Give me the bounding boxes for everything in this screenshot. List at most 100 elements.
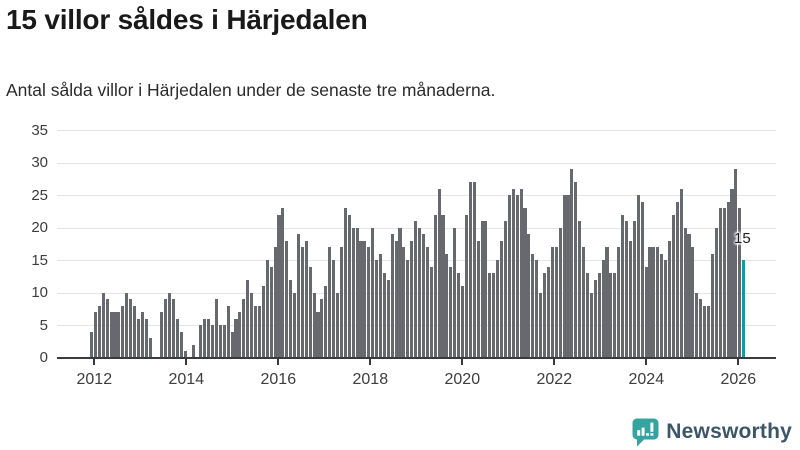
- bar: [148, 338, 152, 358]
- bar: [300, 247, 304, 358]
- bar: [535, 260, 539, 358]
- bar: [500, 240, 504, 358]
- bar: [550, 247, 554, 358]
- bar: [273, 247, 277, 358]
- bar: [453, 227, 457, 358]
- bar: [656, 247, 660, 358]
- bar: [242, 299, 246, 358]
- bar: [585, 273, 590, 358]
- x-axis-line: [57, 356, 776, 359]
- bar: [476, 240, 480, 358]
- bar: [304, 240, 308, 358]
- bar: [367, 247, 371, 358]
- bar: [320, 299, 324, 358]
- bar: [632, 221, 636, 358]
- x-axis-tick-label: 2016: [260, 371, 297, 388]
- x-axis-tickmark: [461, 358, 464, 365]
- bar: [734, 169, 738, 358]
- bar: [695, 292, 699, 358]
- y-axis-tick-label: 5: [39, 316, 48, 334]
- bar: [730, 188, 734, 358]
- bar: [457, 273, 461, 358]
- bar: [136, 318, 140, 358]
- bar: [496, 260, 500, 358]
- bar: [574, 182, 578, 358]
- bar: [406, 260, 410, 358]
- bar: [582, 247, 586, 358]
- bar: [492, 273, 496, 358]
- bar: [339, 247, 343, 358]
- newsworthy-logo[interactable]: Newsworthy: [632, 417, 792, 447]
- y-axis-tick-label: 20: [31, 219, 48, 237]
- bar: [445, 253, 449, 358]
- bar: [285, 240, 289, 358]
- x-axis-tickmark: [185, 358, 188, 365]
- bar: [441, 214, 445, 358]
- bar: [308, 266, 312, 358]
- bar: [519, 188, 523, 358]
- bar: [726, 201, 730, 358]
- bar: [97, 305, 101, 358]
- bar: [410, 240, 414, 358]
- y-axis-tick-label: 15: [31, 251, 48, 269]
- bar: [211, 325, 215, 358]
- bar: [355, 227, 359, 358]
- bar: [660, 253, 664, 358]
- x-axis-tick-label: 2022: [536, 371, 573, 388]
- bar: [382, 273, 386, 358]
- bar: [234, 318, 238, 358]
- bar: [394, 240, 398, 358]
- bar: [238, 312, 242, 358]
- newsworthy-logo-text: Newsworthy: [666, 420, 792, 443]
- bar: [343, 208, 347, 358]
- bar: [503, 221, 508, 358]
- bar: [605, 247, 609, 358]
- bar: [277, 214, 281, 358]
- gridline: [57, 130, 776, 132]
- bar: [613, 273, 617, 358]
- bar: [172, 299, 176, 358]
- bar: [511, 188, 515, 358]
- bar: [664, 260, 668, 358]
- bar: [617, 247, 621, 358]
- bar: [144, 318, 148, 358]
- bar: [570, 169, 574, 358]
- bar: [90, 331, 94, 358]
- bar: [254, 305, 258, 358]
- bar: [328, 247, 332, 358]
- bar: [593, 279, 597, 358]
- bar: [183, 351, 187, 358]
- bar: [359, 240, 363, 358]
- x-axis-tick-label: 2018: [352, 371, 389, 388]
- bar: [191, 344, 195, 358]
- bar: [527, 234, 531, 358]
- x-axis-tick-label: 2026: [720, 371, 757, 388]
- bar: [316, 312, 320, 358]
- bar: [421, 234, 426, 358]
- bar: [332, 260, 336, 358]
- bar: [336, 292, 340, 358]
- x-axis-tick-label: 2024: [628, 371, 665, 388]
- bar: [109, 312, 113, 358]
- x-axis-tickmark: [93, 358, 96, 365]
- x-axis-tickmark: [645, 358, 648, 365]
- newsworthy-chart-bubble-icon: [632, 418, 659, 446]
- bar: [226, 305, 230, 358]
- bar: [296, 234, 301, 358]
- bar: [433, 214, 437, 358]
- bar: [93, 312, 97, 358]
- bar: [468, 182, 472, 358]
- bar: [105, 299, 109, 358]
- bar: [703, 305, 707, 358]
- bar: [437, 188, 441, 358]
- bar: [371, 227, 375, 358]
- bar: [714, 227, 718, 358]
- bar: [140, 312, 144, 358]
- x-axis-tick-label: 2014: [168, 371, 205, 388]
- bar: [601, 260, 605, 358]
- y-axis-tick-label: 10: [31, 284, 48, 302]
- bar: [699, 299, 703, 358]
- bar: [507, 195, 511, 358]
- bar: [531, 253, 535, 358]
- bar: [324, 286, 328, 358]
